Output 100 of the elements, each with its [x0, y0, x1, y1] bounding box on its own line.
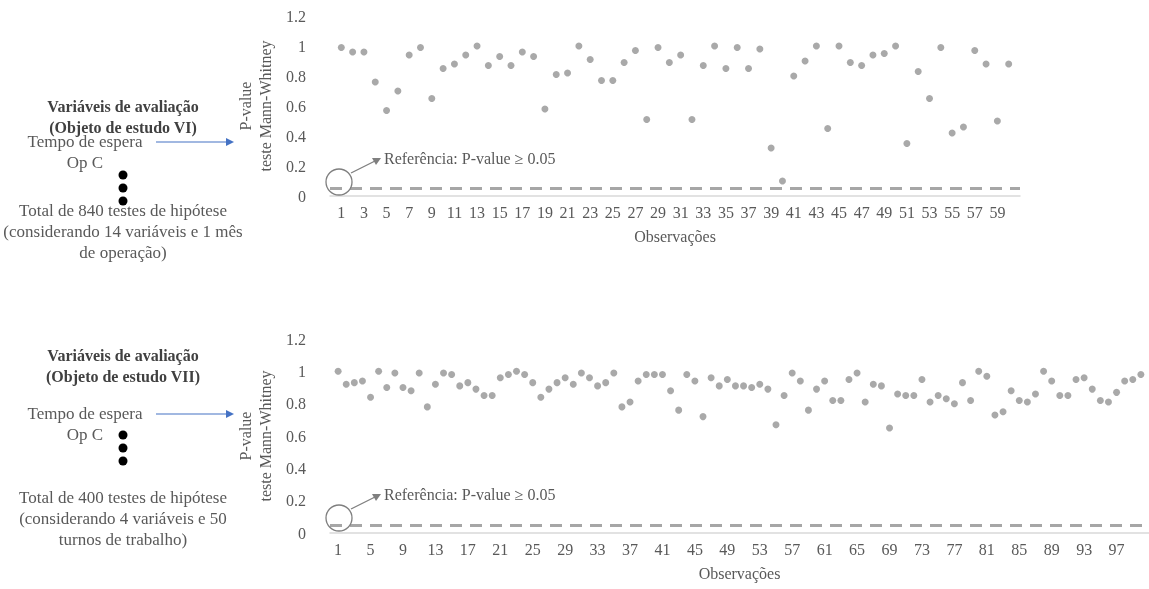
y-tick-label: 1	[298, 37, 306, 55]
point	[631, 47, 639, 54]
x-tick-label: 39	[763, 203, 780, 221]
x-tick-label: 37	[622, 540, 639, 558]
ref-line-label: Referência: P-value ≥ 0.05	[384, 148, 556, 169]
x-tick-label: 65	[849, 540, 866, 558]
x-tick-label: 59	[989, 203, 1006, 221]
x-tick-label: 81	[978, 540, 995, 558]
x-tick-label: 53	[921, 203, 938, 221]
x-tick-label: 13	[469, 203, 486, 221]
x-tick-label: 21	[492, 540, 509, 558]
x-tick-label: 57	[966, 203, 983, 221]
text: Total de 400 testes de hipótese (considerando 4 variáveis e 50 turnos de trabalho)	[18, 487, 228, 550]
x-tick-label: 27	[627, 203, 644, 221]
x-tick-label: 21	[559, 203, 576, 221]
x-tick-label: 29	[650, 203, 667, 221]
x-tick-label: 9	[427, 203, 436, 221]
x-tick-label: 11	[446, 203, 463, 221]
x-tick-label: 33	[695, 203, 712, 221]
x-tick-label: 77	[946, 540, 963, 558]
x-tick-label: 55	[944, 203, 961, 221]
x-tick-label: 17	[514, 203, 531, 221]
x-axis-title: Observações	[634, 227, 716, 246]
text: Tempo de espera Op C	[26, 403, 144, 445]
x-tick-label: 45	[831, 203, 848, 221]
y-axis-title: P-value teste Mann-Whitney	[236, 40, 275, 172]
y-tick-label: 0.6	[286, 427, 306, 445]
point	[643, 116, 651, 123]
x-tick-label: 85	[1011, 540, 1028, 558]
y-tick-label: 0.2	[286, 492, 306, 510]
point	[552, 71, 560, 78]
point	[812, 42, 820, 50]
x-tick-label: 13	[427, 540, 444, 558]
y-axis-title: P-value teste Mann-Whitney	[236, 370, 275, 502]
point	[778, 177, 786, 185]
x-tick-label: 41	[654, 540, 671, 558]
x-tick-label: 1	[337, 203, 346, 221]
point	[711, 42, 719, 50]
x-tick-label: 41	[785, 203, 802, 221]
point	[620, 59, 628, 66]
y-tick-label: 1.2	[286, 7, 306, 25]
x-tick-label: 5	[382, 203, 391, 221]
y-tick-label: 0.2	[286, 157, 306, 175]
point	[564, 69, 572, 77]
point	[677, 51, 685, 59]
x-tick-label: 35	[717, 203, 734, 221]
x-axis-title: Observações	[698, 564, 781, 583]
point	[450, 60, 458, 68]
point	[439, 65, 447, 72]
x-tick-label: 69	[881, 540, 898, 558]
point	[597, 77, 605, 84]
point	[722, 65, 730, 72]
x-tick-label: 7	[405, 203, 414, 221]
y-tick-label: 0.8	[286, 395, 306, 413]
ref-line-label: Referência: P-value ≥ 0.05	[384, 484, 556, 505]
point	[1005, 60, 1013, 68]
x-tick-label: 19	[536, 203, 553, 221]
point	[971, 47, 979, 54]
x-tick-label: 73	[913, 540, 930, 558]
x-tick-label: 47	[853, 203, 870, 221]
x-tick-label: 33	[589, 540, 606, 558]
point	[846, 59, 854, 66]
point	[993, 117, 1001, 125]
x-tick-label: 45	[686, 540, 703, 558]
point	[824, 125, 832, 132]
point	[688, 116, 696, 123]
x-tick-label: 9	[398, 540, 407, 558]
point	[892, 42, 900, 50]
x-tick-label: 37	[740, 203, 757, 221]
point	[530, 53, 538, 60]
y-tick-label: 1	[298, 362, 306, 380]
point	[914, 68, 922, 75]
point	[880, 50, 888, 57]
point	[733, 44, 741, 51]
y-tick-label: 0.6	[286, 97, 306, 115]
x-tick-label: 53	[751, 540, 768, 558]
point	[496, 53, 504, 60]
text: Variáveis de avaliação (Objeto de estudo VII)	[45, 346, 201, 387]
point	[937, 44, 945, 51]
point	[518, 48, 526, 56]
y-tick-label: 0.8	[286, 67, 306, 85]
point	[858, 62, 866, 69]
x-tick-label: 3	[359, 203, 368, 221]
point	[383, 107, 391, 114]
x-tick-label: 97	[1108, 540, 1125, 558]
x-tick-label: 15	[491, 203, 508, 221]
point	[745, 65, 753, 72]
x-tick-label: 31	[672, 203, 689, 221]
point	[665, 59, 673, 66]
x-tick-label: 51	[898, 203, 915, 221]
y-tick-label: 0	[298, 187, 306, 205]
x-tick-label: 49	[876, 203, 893, 221]
x-tick-label: 17	[459, 540, 476, 558]
point	[790, 72, 798, 80]
x-tick-label: 57	[784, 540, 801, 558]
point	[428, 95, 436, 102]
point	[586, 56, 594, 63]
point	[417, 44, 424, 51]
point	[699, 62, 707, 69]
point	[959, 123, 967, 131]
